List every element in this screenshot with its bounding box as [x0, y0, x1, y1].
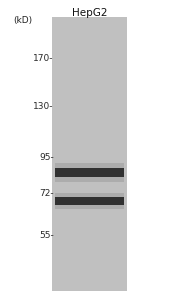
Bar	[55, 168, 124, 177]
Text: 130-: 130-	[33, 102, 54, 111]
Bar	[55, 163, 124, 182]
Bar	[52, 16, 127, 291]
Text: 170-: 170-	[33, 54, 54, 63]
Text: HepG2: HepG2	[72, 8, 107, 17]
Text: 72-: 72-	[39, 189, 54, 198]
Text: 55-: 55-	[39, 231, 54, 240]
Bar	[55, 193, 124, 209]
Text: 95-: 95-	[39, 153, 54, 162]
Text: (kD): (kD)	[14, 16, 33, 26]
Bar	[55, 197, 124, 205]
